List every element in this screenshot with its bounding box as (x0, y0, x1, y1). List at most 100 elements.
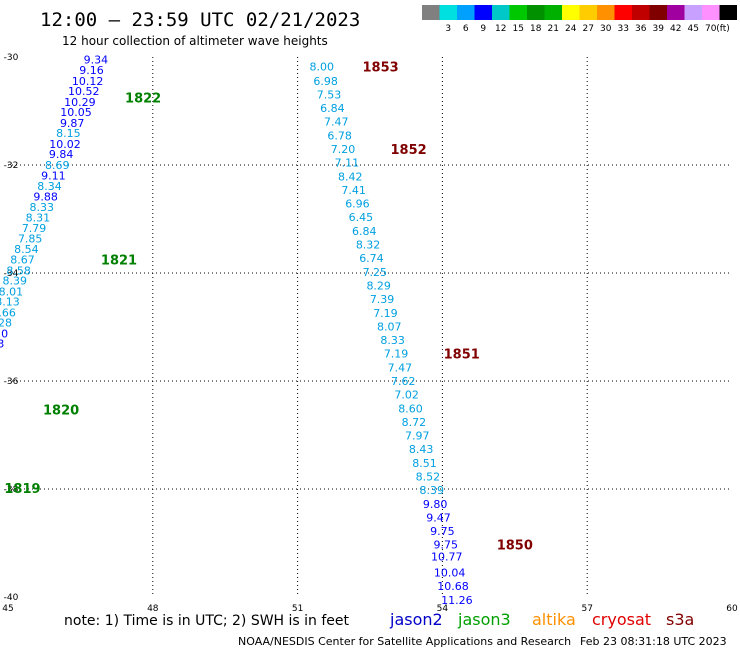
legend-tick-label: 39 (653, 24, 665, 34)
legend-tick-label: 15 (513, 24, 524, 34)
wave-height-point: 7.47 (388, 362, 413, 375)
wave-height-point: 9.88 (33, 190, 58, 203)
legend-tick-label: 36 (635, 24, 647, 34)
time-label: 1851 (444, 347, 480, 362)
wave-height-point: 7.79 (22, 222, 47, 235)
time-label: 1853 (363, 61, 399, 76)
wave-height-point: 9.75 (434, 539, 459, 552)
wave-height-point: 8.31 (26, 211, 51, 224)
wave-height-point: 8.52 (416, 471, 441, 484)
legend-tick-label: 3 (445, 24, 451, 34)
wave-height-point: 8.29 (366, 279, 391, 292)
wave-height-point: 8.34 (37, 180, 62, 193)
legend-tick-label: 12 (495, 24, 506, 34)
wave-height-point: 6.98 (313, 75, 338, 88)
legend-swatch (509, 5, 527, 20)
wave-height-point: 7.02 (394, 389, 419, 402)
wave-height-point: 9.87 (60, 117, 85, 130)
legend-tick-label: 70 (705, 24, 717, 34)
y-tick-label: -30 (4, 53, 19, 63)
wave-height-point: 7.19 (384, 347, 409, 360)
legend-tick-label: 24 (565, 24, 577, 34)
wave-height-point: 6.74 (359, 252, 384, 265)
wave-height-point: 8.39 (3, 275, 28, 288)
legend-swatch (474, 5, 492, 20)
wave-height-point: 10.04 (434, 567, 466, 580)
wave-height-point: 6.84 (352, 225, 377, 238)
wave-height-point: 8.72 (402, 416, 427, 429)
color-scale-legend: 3 6 9 12 15 18 21 24 27 30 33 36 39 42 45 70 (ft) (422, 5, 737, 34)
wave-height-point: 7.20 (331, 143, 356, 156)
legend-tick-label: 6 (463, 24, 469, 34)
wave-height-point: 8.28 (0, 317, 12, 330)
satellite-label: s3a (666, 610, 694, 629)
wave-height-point: 8.32 (356, 238, 381, 251)
wave-height-point: 9.20 (0, 327, 8, 340)
wave-height-point: 10.29 (64, 96, 96, 109)
wave-height-point: 8.15 (56, 127, 81, 140)
wave-height-point: 7.19 (373, 307, 398, 320)
legend-swatch (702, 5, 720, 20)
wave-height-point: 8.66 (0, 306, 16, 319)
legend-tick-label: 33 (618, 24, 629, 34)
wave-height-point: 8.69 (45, 159, 70, 172)
wave-height-point: 9.80 (423, 498, 448, 511)
wave-height-point: 9.16 (79, 64, 104, 77)
time-label: 1821 (101, 254, 137, 269)
wave-height-point: 6.45 (349, 211, 374, 224)
satellite-label: jason3 (457, 610, 511, 629)
wave-height-point: 8.33 (380, 334, 405, 347)
time-label: 1850 (497, 539, 533, 554)
wave-height-point: 7.41 (341, 184, 366, 197)
legend-swatch (544, 5, 562, 20)
legend-tick-label: 30 (600, 24, 612, 34)
wave-height-point: 7.62 (391, 375, 416, 388)
satellite-label: cryosat (592, 610, 651, 629)
legend-unit: (ft) (716, 24, 730, 34)
wave-height-point: 9.75 (430, 525, 455, 538)
time-label: 1820 (43, 404, 79, 419)
legend-swatch (492, 5, 510, 20)
legend-tick-label: 21 (548, 24, 559, 34)
satellite-legend: jason2 jason3 altika cryosat s3a (389, 610, 694, 629)
wave-height-point: 7.85 (18, 232, 43, 245)
footer-timestamp: Feb 23 08:31:18 UTC 2023 (580, 635, 727, 648)
legend-tick-label: 9 (480, 24, 486, 34)
wave-height-point: 7.11 (335, 156, 360, 169)
legend-swatch (649, 5, 667, 20)
wave-height-point: 7.39 (370, 293, 395, 306)
legend-swatch (667, 5, 685, 20)
chart-subtitle: 12 hour collection of altimeter wave hei… (62, 34, 328, 48)
wave-height-point: 7.47 (324, 115, 349, 128)
wave-height-point: 11.26 (441, 594, 473, 607)
wave-height-point: 8.13 (0, 296, 20, 309)
time-label: 1822 (125, 92, 161, 107)
time-label: 1852 (391, 143, 427, 158)
legend-swatch (422, 5, 440, 20)
legend-swatch (632, 5, 650, 20)
legend-swatch (457, 5, 475, 20)
wave-height-point: 9.47 (426, 512, 451, 525)
wave-height-point: 7.97 (405, 430, 430, 443)
wave-height-point: 6.84 (320, 102, 345, 115)
chart-title: 12:00 – 23:59 UTC 02/21/2023 (40, 9, 360, 31)
wave-height-point: 9.03 (0, 338, 4, 351)
y-tick-label: -34 (4, 269, 19, 279)
y-tick-label: -36 (4, 377, 19, 387)
wave-height-point: 8.42 (338, 170, 363, 183)
wave-height-point: 7.25 (363, 266, 388, 279)
legend-tick-label: 42 (670, 24, 681, 34)
time-label: 1819 (4, 482, 40, 497)
wave-height-point: 7.53 (317, 88, 342, 101)
y-tick-label: -32 (4, 161, 19, 171)
wave-height-point: 10.52 (68, 85, 100, 98)
wave-height-point: 10.05 (60, 106, 92, 119)
legend-swatch (562, 5, 580, 20)
y-tick-label: -38 (4, 485, 19, 495)
wave-height-point: 8.07 (377, 320, 402, 333)
wave-height-point: 8.39 (420, 484, 445, 497)
wave-height-point: 8.43 (409, 443, 434, 456)
legend-swatch (719, 5, 737, 20)
legend-swatch (527, 5, 545, 20)
